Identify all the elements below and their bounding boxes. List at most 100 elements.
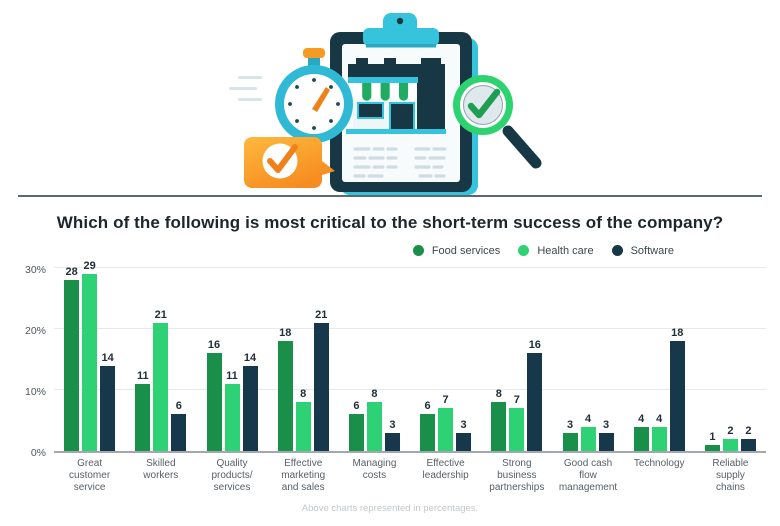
bar-value-label: 18 [671, 327, 684, 340]
bar-food-services [420, 414, 436, 451]
legend-swatch-food-services [412, 245, 424, 256]
bar-health-care [295, 402, 311, 451]
bar-value-label: 8 [300, 388, 307, 401]
bar-food-services [704, 444, 720, 451]
bar-software [669, 341, 685, 451]
bar-food-services [206, 353, 222, 451]
stopwatch-icon [275, 48, 353, 143]
legend-label-health-care: Health care [537, 244, 594, 257]
bar-wrap: 18 [669, 327, 685, 451]
bar-software [384, 432, 400, 451]
bar-value-label: 6 [175, 400, 182, 413]
x-axis: Great customer service Skilled workers Qualit… [16, 458, 766, 494]
bar-health-care [722, 438, 738, 451]
bar-software [598, 432, 614, 451]
awning [353, 83, 417, 101]
bar-value-label: 16 [528, 339, 541, 352]
bar-wrap: 4 [633, 412, 649, 451]
check-badge-icon [244, 137, 335, 188]
bar-software [527, 353, 543, 451]
bar-wrap: 21 [313, 309, 329, 451]
bar-chart: 0% 10% 20% 30% 28 29 14 11 21 6 16 11 14 18 8 21 6 8 3 6 7 3… [16, 260, 766, 494]
bar-group: 18 8 21 [268, 263, 339, 451]
bar-value-label: 4 [584, 412, 592, 425]
speed-lines-icon [229, 76, 262, 101]
bar-food-services [491, 402, 507, 451]
legend-label-food-services: Food services [431, 244, 501, 257]
gridline-30 [54, 267, 766, 268]
bar-wrap: 2 [740, 425, 756, 451]
bar-value-label: 3 [460, 418, 467, 431]
bar-group: 8 7 16 [481, 263, 552, 451]
bar-health-care [580, 426, 596, 451]
bar-software [242, 365, 258, 451]
bar-health-care [438, 408, 454, 451]
x-axis-label: Managing costs [352, 458, 397, 481]
bar-food-services [135, 383, 151, 451]
y-tick-label: 30% [24, 264, 46, 276]
bar-wrap: 3 [456, 418, 472, 451]
bar-food-services [562, 432, 578, 451]
bar-value-label: 3 [389, 418, 396, 431]
bar-wrap: 6 [420, 400, 436, 451]
bar-wrap: 6 [171, 400, 187, 451]
bar-wrap: 29 [82, 260, 98, 451]
bar-health-care [651, 426, 667, 451]
bar-value-label: 8 [371, 388, 378, 401]
bar-group: 11 21 6 [125, 263, 196, 451]
bar-software [740, 438, 756, 451]
bar-value-label: 1 [709, 430, 716, 443]
bar-wrap: 8 [491, 388, 507, 451]
bar-value-label: 28 [65, 266, 78, 279]
legend-swatch-software [611, 245, 623, 256]
bar-health-care [366, 402, 382, 451]
storefront-icon [346, 58, 446, 134]
legend-item-software: Software [611, 245, 674, 257]
x-axis-label: Reliable supply chains [712, 458, 749, 493]
bar-software [100, 365, 116, 451]
bar-wrap: 21 [153, 308, 169, 451]
watch-ticks [288, 78, 340, 130]
header-illustration [0, 0, 780, 200]
bar-value-label: 21 [154, 308, 167, 321]
bar-software [313, 322, 329, 451]
gridline-10 [54, 389, 766, 390]
bar-value-label: 3 [602, 418, 610, 431]
bar-value-label: 14 [243, 351, 257, 364]
bar-health-care [509, 408, 525, 451]
gridline-20 [54, 328, 766, 329]
bar-value-label: 3 [566, 418, 574, 431]
bar-value-label: 7 [513, 394, 520, 407]
bar-wrap: 3 [562, 418, 578, 451]
bar-wrap: 14 [100, 352, 116, 451]
x-axis-label: Good cash flow management [558, 458, 618, 493]
bar-wrap: 7 [509, 394, 525, 451]
bar-wrap: 4 [651, 413, 667, 451]
bar-wrap: 14 [242, 351, 258, 451]
bar-wrap: 16 [206, 339, 222, 451]
bar-health-care [82, 274, 98, 451]
bar-value-label: 6 [424, 400, 431, 413]
bar-value-label: 2 [727, 424, 734, 437]
y-axis-spacer [16, 458, 54, 494]
bar-value-label: 6 [353, 400, 360, 413]
y-tick-label: 0% [30, 447, 46, 459]
bar-wrap: 6 [348, 400, 364, 451]
bar-software [171, 414, 187, 451]
illustration-svg [18, 13, 762, 197]
bar-value-label: 4 [638, 412, 645, 425]
bar-wrap: 4 [580, 412, 596, 451]
y-tick-label: 10% [24, 386, 46, 398]
chart-legend: Food services Health care Software [0, 244, 780, 257]
y-axis: 0% 10% 20% 30% [16, 263, 54, 459]
plot-area: 28 29 14 11 21 6 16 11 14 18 8 21 6 8 3 6 7 3 8 7 16 3 4 3 4 4 18 1… [54, 260, 766, 453]
legend-item-food-services: Food services [412, 244, 501, 257]
bar-food-services [277, 341, 293, 451]
y-tick-label: 20% [24, 325, 46, 337]
x-axis-label: Strong business partnerships [489, 458, 545, 493]
bar-group: 28 29 14 [54, 260, 125, 451]
bar-groups: 28 29 14 11 21 6 16 11 14 18 8 21 6 8 3 6 7 3 8 7 16 3 4 3 4 4 18 1… [54, 260, 766, 451]
